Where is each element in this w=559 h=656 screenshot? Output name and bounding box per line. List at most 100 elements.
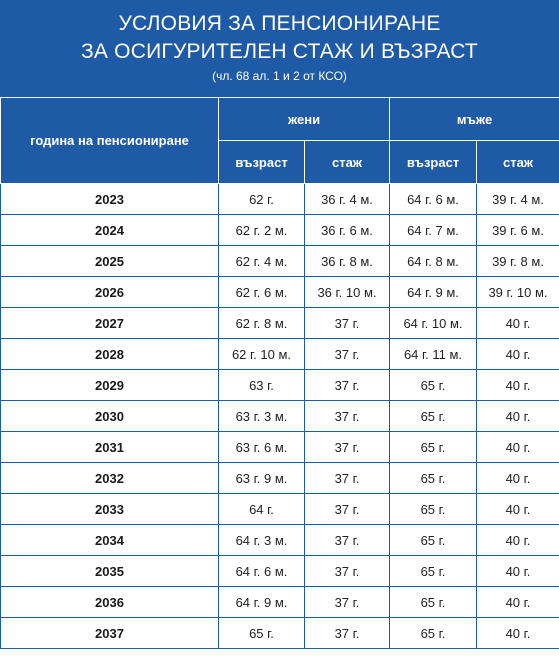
women-age-cell: 62 г. 8 м.: [218, 307, 305, 339]
women-service-cell: 37 г.: [304, 586, 390, 618]
year-cell: 2037: [0, 617, 219, 649]
women-age-cell: 62 г. 6 м.: [218, 276, 305, 308]
women-service-cell: 37 г.: [304, 555, 390, 587]
women-header: жени: [218, 97, 390, 141]
table-body: 2023 62 г. 36 г. 4 м. 64 г. 6 м. 39 г. 4 м. 2…: [0, 183, 559, 649]
men-service-header: стаж: [476, 140, 559, 184]
women-age-cell: 63 г. 3 м.: [218, 400, 305, 432]
men-age-cell: 65 г.: [389, 462, 477, 494]
year-cell: 2034: [0, 524, 219, 556]
men-service-cell: 40 г.: [476, 555, 559, 587]
women-age-cell: 64 г. 6 м.: [218, 555, 305, 587]
table-row: 2034 64 г. 3 м. 37 г. 65 г. 40 г.: [0, 524, 559, 556]
women-service-cell: 36 г. 6 м.: [304, 214, 390, 246]
year-cell: 2035: [0, 555, 219, 587]
men-age-cell: 65 г.: [389, 555, 477, 587]
women-service-cell: 37 г.: [304, 431, 390, 463]
women-age-cell: 65 г.: [218, 617, 305, 649]
men-service-cell: 40 г.: [476, 586, 559, 618]
table-row: 2036 64 г. 9 м. 37 г. 65 г. 40 г.: [0, 586, 559, 618]
men-age-header: възраст: [389, 140, 477, 184]
men-age-cell: 64 г. 10 м.: [389, 307, 477, 339]
men-service-cell: 39 г. 6 м.: [476, 214, 559, 246]
men-age-cell: 65 г.: [389, 586, 477, 618]
women-age-cell: 63 г. 6 м.: [218, 431, 305, 463]
table-row: 2030 63 г. 3 м. 37 г. 65 г. 40 г.: [0, 400, 559, 432]
women-service-cell: 37 г.: [304, 493, 390, 525]
women-age-cell: 64 г. 3 м.: [218, 524, 305, 556]
year-cell: 2032: [0, 462, 219, 494]
men-service-cell: 40 г.: [476, 369, 559, 401]
retirement-table: година на пенсиониране жени мъже възраст…: [0, 97, 559, 649]
table-row: 2035 64 г. 6 м. 37 г. 65 г. 40 г.: [0, 555, 559, 587]
men-age-cell: 65 г.: [389, 400, 477, 432]
women-age-header: възраст: [218, 140, 305, 184]
men-service-cell: 40 г.: [476, 462, 559, 494]
men-age-cell: 64 г. 9 м.: [389, 276, 477, 308]
women-age-cell: 62 г. 2 м.: [218, 214, 305, 246]
men-service-cell: 40 г.: [476, 617, 559, 649]
table-row: 2028 62 г. 10 м. 37 г. 64 г. 11 м. 40 г.: [0, 338, 559, 370]
table-row: 2033 64 г. 37 г. 65 г. 40 г.: [0, 493, 559, 525]
women-service-header: стаж: [304, 140, 390, 184]
table-row: 2025 62 г. 4 м. 36 г. 8 м. 64 г. 8 м. 39 г. …: [0, 245, 559, 277]
title-banner: УСЛОВИЯ ЗА ПЕНСИОНИРАНЕ ЗА ОСИГУРИТЕЛЕН …: [0, 0, 559, 97]
women-service-cell: 36 г. 10 м.: [304, 276, 390, 308]
women-service-cell: 36 г. 4 м.: [304, 183, 390, 215]
table-row: 2027 62 г. 8 м. 37 г. 64 г. 10 м. 40 г.: [0, 307, 559, 339]
women-service-cell: 37 г.: [304, 400, 390, 432]
table-row: 2023 62 г. 36 г. 4 м. 64 г. 6 м. 39 г. 4 м.: [0, 183, 559, 215]
year-cell: 2027: [0, 307, 219, 339]
title-line-2: ЗА ОСИГУРИТЕЛЕН СТАЖ И ВЪЗРАСТ: [81, 40, 478, 63]
women-age-cell: 64 г. 9 м.: [218, 586, 305, 618]
year-cell: 2025: [0, 245, 219, 277]
men-service-cell: 40 г.: [476, 524, 559, 556]
table-row: 2031 63 г. 6 м. 37 г. 65 г. 40 г.: [0, 431, 559, 463]
women-service-cell: 37 г.: [304, 307, 390, 339]
table-row: 2032 63 г. 9 м. 37 г. 65 г. 40 г.: [0, 462, 559, 494]
men-service-cell: 39 г. 8 м.: [476, 245, 559, 277]
year-cell: 2026: [0, 276, 219, 308]
men-service-cell: 40 г.: [476, 431, 559, 463]
men-service-cell: 40 г.: [476, 307, 559, 339]
men-age-cell: 65 г.: [389, 369, 477, 401]
year-column-header: година на пенсиониране: [0, 97, 219, 184]
women-service-cell: 37 г.: [304, 524, 390, 556]
year-cell: 2024: [0, 214, 219, 246]
women-age-cell: 62 г. 4 м.: [218, 245, 305, 277]
year-cell: 2029: [0, 369, 219, 401]
men-age-cell: 64 г. 11 м.: [389, 338, 477, 370]
women-service-cell: 37 г.: [304, 338, 390, 370]
men-age-cell: 64 г. 6 м.: [389, 183, 477, 215]
year-cell: 2036: [0, 586, 219, 618]
women-service-cell: 37 г.: [304, 369, 390, 401]
men-header: мъже: [389, 97, 559, 141]
women-age-cell: 64 г.: [218, 493, 305, 525]
year-cell: 2023: [0, 183, 219, 215]
men-service-cell: 40 г.: [476, 493, 559, 525]
men-service-cell: 40 г.: [476, 400, 559, 432]
men-service-cell: 40 г.: [476, 338, 559, 370]
men-age-cell: 65 г.: [389, 617, 477, 649]
women-age-cell: 62 г. 10 м.: [218, 338, 305, 370]
women-service-cell: 36 г. 8 м.: [304, 245, 390, 277]
year-cell: 2028: [0, 338, 219, 370]
table-row: 2024 62 г. 2 м. 36 г. 6 м. 64 г. 7 м. 39 г. …: [0, 214, 559, 246]
table-row: 2029 63 г. 37 г. 65 г. 40 г.: [0, 369, 559, 401]
men-service-cell: 39 г. 4 м.: [476, 183, 559, 215]
title-line-1: УСЛОВИЯ ЗА ПЕНСИОНИРАНЕ: [118, 12, 441, 35]
women-age-cell: 62 г.: [218, 183, 305, 215]
women-service-cell: 37 г.: [304, 617, 390, 649]
men-age-cell: 65 г.: [389, 431, 477, 463]
year-cell: 2031: [0, 431, 219, 463]
women-service-cell: 37 г.: [304, 462, 390, 494]
women-age-cell: 63 г. 9 м.: [218, 462, 305, 494]
year-cell: 2033: [0, 493, 219, 525]
table-row: 2026 62 г. 6 м. 36 г. 10 м. 64 г. 9 м. 39 г.…: [0, 276, 559, 308]
men-service-cell: 39 г. 10 м.: [476, 276, 559, 308]
men-age-cell: 64 г. 8 м.: [389, 245, 477, 277]
women-age-cell: 63 г.: [218, 369, 305, 401]
table-row: 2037 65 г. 37 г. 65 г. 40 г.: [0, 617, 559, 649]
men-age-cell: 65 г.: [389, 493, 477, 525]
